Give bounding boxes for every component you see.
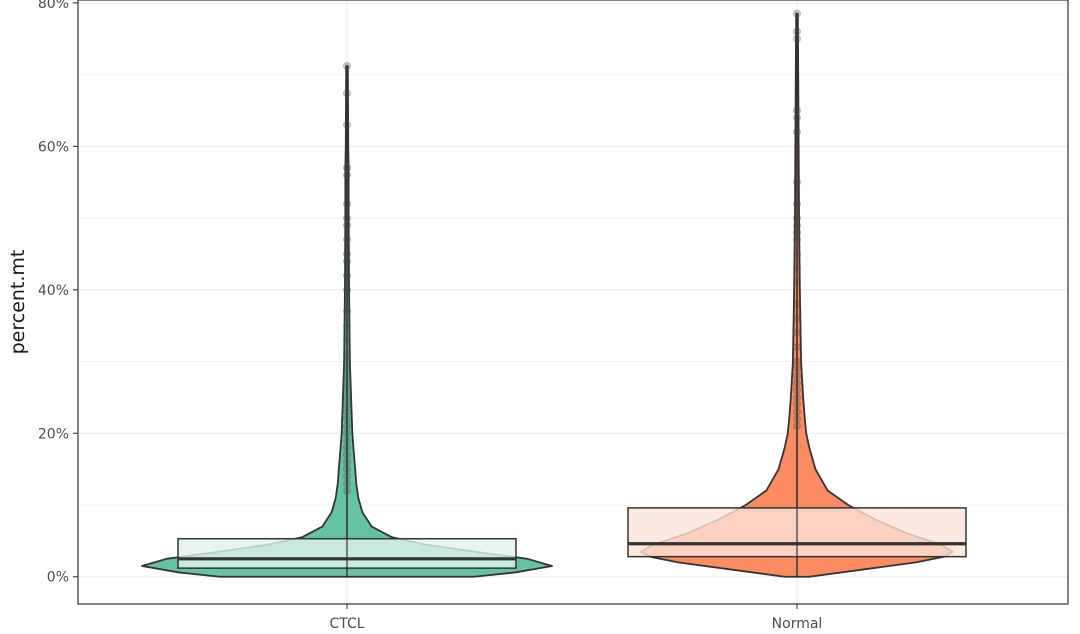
y-tick-label-4: 80% [38,0,69,12]
outlier-point-normal-22 [793,178,802,187]
outlier-point-ctcl-27 [342,235,351,244]
outlier-point-ctcl-8 [342,429,351,438]
outlier-point-normal-2 [793,407,802,416]
outlier-point-ctcl-25 [342,257,351,266]
outlier-point-ctcl-30 [342,199,351,208]
outlier-point-ctcl-5 [342,450,351,459]
outlier-point-normal-14 [793,278,802,287]
outlier-point-ctcl-26 [342,249,351,258]
outlier-point-normal-13 [793,300,802,309]
outlier-point-ctcl-6 [342,443,351,452]
x-tick-label-normal: Normal [772,616,823,632]
outlier-point-normal-9 [793,357,802,366]
outlier-point-normal-28 [793,9,802,18]
y-tick-label-2: 40% [38,283,69,299]
outlier-point-ctcl-33 [342,120,351,129]
outlier-point-ctcl-12 [342,400,351,409]
outlier-point-ctcl-20 [342,336,351,345]
outlier-point-ctcl-21 [342,321,351,330]
outlier-point-ctcl-2 [342,472,351,481]
outlier-point-ctcl-32 [342,163,351,172]
outlier-point-ctcl-3 [342,465,351,474]
outlier-point-ctcl-24 [342,271,351,280]
outlier-point-ctcl-7 [342,436,351,445]
y-tick-label-1: 20% [38,426,69,442]
x-axis: CTCL Normal [329,604,822,632]
outlier-point-ctcl-16 [342,371,351,380]
outlier-point-normal-12 [793,314,802,323]
y-axis: 0% 20% 40% 60% 80% [38,0,78,586]
outlier-point-normal-18 [793,228,802,237]
outlier-point-ctcl-4 [342,457,351,466]
plot-panel-background [78,0,1068,604]
outlier-point-normal-27 [793,27,802,36]
outlier-point-normal-5 [793,386,802,395]
violins [141,9,967,578]
outlier-point-ctcl-15 [342,379,351,388]
y-tick-label-3: 60% [38,139,69,155]
outlier-point-ctcl-0 [342,486,351,495]
outlier-point-normal-23 [793,127,802,136]
outlier-point-ctcl-18 [342,357,351,366]
outlier-point-ctcl-9 [342,422,351,431]
outlier-point-ctcl-1 [342,479,351,488]
outlier-point-ctcl-17 [342,364,351,373]
outlier-point-normal-6 [793,379,802,388]
outlier-point-ctcl-34 [342,89,351,98]
outlier-point-ctcl-31 [342,171,351,180]
y-axis-title: percent.mt [7,250,29,355]
outlier-point-ctcl-28 [342,221,351,230]
plot-panel-border [77,0,1069,605]
outlier-point-normal-25 [793,106,802,115]
y-tick-label-0: 0% [47,570,69,586]
outlier-point-normal-11 [793,328,802,337]
outlier-point-ctcl-13 [342,393,351,402]
x-tick-label-ctcl: CTCL [329,616,364,632]
outlier-point-normal-10 [793,343,802,352]
outlier-point-ctcl-19 [342,350,351,359]
outlier-point-normal-20 [793,214,802,223]
outlier-point-normal-19 [793,221,802,230]
outlier-point-normal-3 [793,400,802,409]
outlier-point-normal-17 [793,235,802,244]
outlier-point-ctcl-23 [342,285,351,294]
outlier-point-ctcl-22 [342,307,351,316]
outlier-point-normal-15 [793,264,802,273]
outlier-point-ctcl-29 [342,214,351,223]
outlier-point-normal-8 [793,364,802,373]
outlier-point-ctcl-14 [342,386,351,395]
outlier-point-ctcl-35 [342,61,351,70]
outlier-point-normal-16 [793,249,802,258]
outlier-point-normal-24 [793,113,802,122]
outlier-point-normal-0 [793,422,802,431]
violin-group-normal [627,9,967,578]
outlier-point-normal-1 [793,414,802,423]
outlier-point-ctcl-11 [342,407,351,416]
outlier-point-normal-21 [793,199,802,208]
outlier-point-normal-4 [793,393,802,402]
violin-group-ctcl [141,61,553,578]
outlier-point-ctcl-10 [342,414,351,423]
outlier-point-normal-26 [793,34,802,43]
outlier-point-normal-7 [793,371,802,380]
